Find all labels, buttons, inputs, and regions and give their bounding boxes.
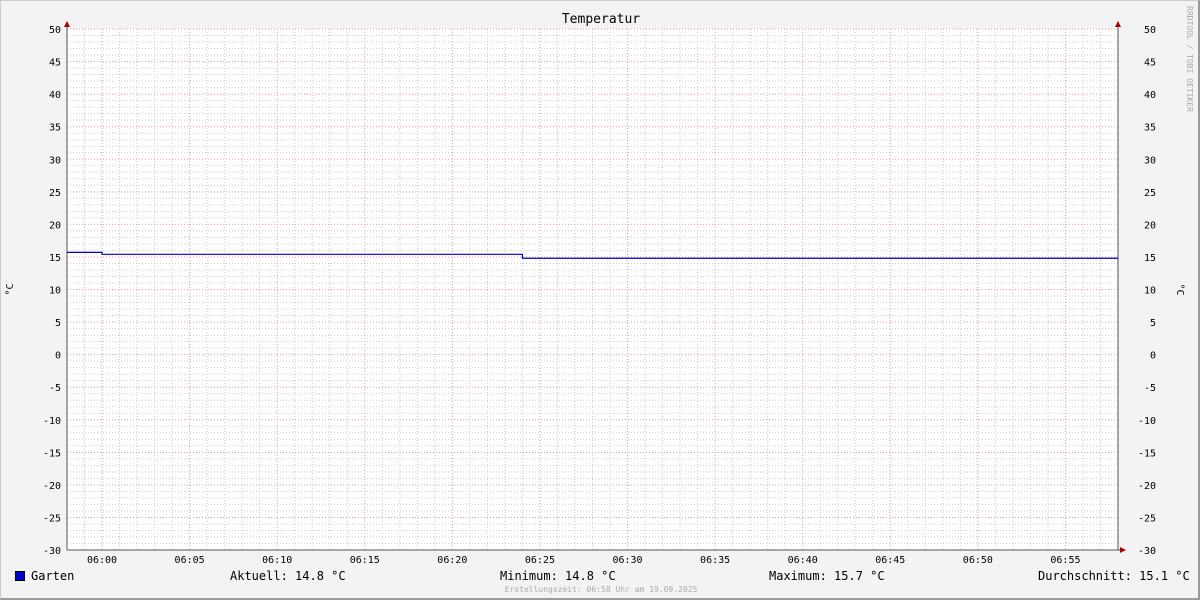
y-tick-label-left: 40 (49, 90, 61, 101)
y-axis-label-left: °C (5, 283, 16, 295)
y-tick-label-left: -15 (43, 448, 61, 459)
y-tick-label-left: 20 (49, 220, 61, 231)
y-tick-label-right: -30 (1138, 546, 1156, 557)
y-tick-label-right: 15 (1144, 253, 1156, 264)
y-tick-label-left: -25 (43, 513, 61, 524)
y-tick-label-left: -20 (43, 481, 61, 492)
y-tick-label-left: 45 (49, 58, 61, 69)
y-tick-label-left: 35 (49, 123, 61, 134)
y-tick-label-left: 5 (55, 318, 61, 329)
y-tick-label-left: 30 (49, 155, 61, 166)
legend-series: Garten (31, 569, 75, 583)
watermark: RRDTOOL / TOBI OETIKER (1185, 6, 1194, 112)
x-tick-label: 06:05 (175, 555, 205, 566)
x-axis-arrow (1120, 547, 1126, 553)
y-axis-label-right: °C (1174, 283, 1185, 295)
y-tick-label-right: 45 (1144, 58, 1156, 69)
y-tick-label-right: -20 (1138, 481, 1156, 492)
x-tick-label: 06:15 (350, 555, 380, 566)
y-tick-label-right: 40 (1144, 90, 1156, 101)
y-tick-label-left: 15 (49, 253, 61, 264)
y-tick-label-left: 50 (49, 25, 61, 36)
x-tick-label: 06:45 (875, 555, 905, 566)
y-tick-label-left: -30 (43, 546, 61, 557)
y-tick-label-right: 10 (1144, 286, 1156, 297)
y-tick-label-right: -5 (1144, 383, 1156, 394)
x-tick-label: 06:35 (700, 555, 730, 566)
series-line-garten (67, 251, 1118, 259)
legend-minimum: Minimum: 14.8 °C (500, 569, 616, 583)
legend-swatch (15, 571, 25, 581)
y-tick-label-left: -5 (49, 383, 61, 394)
x-tick-label: 06:20 (437, 555, 467, 566)
legend-maximum: Maximum: 15.7 °C (769, 569, 885, 583)
x-tick-label: 06:25 (525, 555, 555, 566)
x-tick-label: 06:40 (788, 555, 818, 566)
x-tick-label: 06:10 (262, 555, 292, 566)
y-axis-arrow-right (1115, 21, 1121, 27)
y-tick-label-right: -10 (1138, 416, 1156, 427)
y-tick-label-right: 5 (1150, 318, 1156, 329)
y-tick-label-left: 25 (49, 188, 61, 199)
x-tick-label: 06:30 (612, 555, 642, 566)
y-tick-label-right: -25 (1138, 513, 1156, 524)
legend-average: Durchschnitt: 15.1 °C (1038, 569, 1190, 583)
y-tick-label-right: 0 (1150, 351, 1156, 362)
y-tick-label-right: 20 (1144, 220, 1156, 231)
x-tick-label: 06:50 (963, 555, 993, 566)
y-tick-label-left: -10 (43, 416, 61, 427)
y-tick-label-left: 0 (55, 351, 61, 362)
chart-title: Temperatur (561, 12, 641, 27)
y-tick-label-right: -15 (1138, 448, 1156, 459)
x-tick-label: 06:55 (1050, 555, 1080, 566)
y-axis-arrow-left (64, 21, 70, 27)
x-tick-label: 06:00 (87, 555, 117, 566)
y-tick-label-right: 35 (1144, 123, 1156, 134)
footer-timestamp: Erstellungszeit: 06:58 Uhr am 19.09.2025 (504, 585, 698, 594)
y-tick-label-right: 30 (1144, 155, 1156, 166)
y-tick-label-left: 10 (49, 286, 61, 297)
y-tick-label-right: 25 (1144, 188, 1156, 199)
legend-current: Aktuell: 14.8 °C (230, 569, 346, 583)
y-tick-label-right: 50 (1144, 25, 1156, 36)
